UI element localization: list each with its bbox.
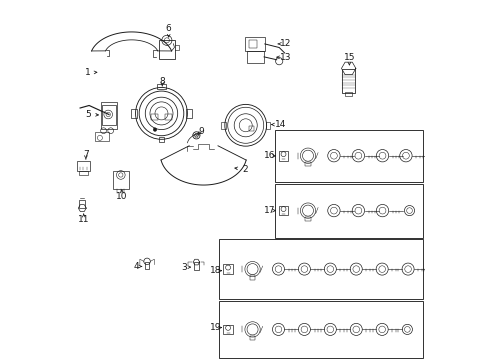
- Text: 1: 1: [85, 68, 91, 77]
- Bar: [221, 122, 226, 129]
- Bar: [279, 206, 288, 216]
- Bar: [249, 40, 257, 48]
- Bar: [101, 102, 117, 129]
- Bar: [219, 239, 423, 299]
- Bar: [274, 130, 423, 182]
- Bar: [245, 37, 265, 51]
- Bar: [79, 200, 85, 208]
- Bar: [279, 151, 288, 161]
- Bar: [159, 40, 175, 59]
- Bar: [165, 114, 172, 120]
- Bar: [274, 184, 423, 238]
- Bar: [223, 324, 233, 334]
- Text: 19: 19: [210, 323, 221, 332]
- Text: 11: 11: [78, 215, 90, 224]
- Bar: [151, 114, 158, 120]
- Text: 18: 18: [210, 266, 221, 275]
- Text: 2: 2: [242, 165, 248, 174]
- Bar: [305, 217, 311, 221]
- Bar: [131, 109, 137, 118]
- Text: 8: 8: [159, 77, 165, 86]
- Bar: [159, 137, 164, 142]
- Bar: [247, 51, 264, 63]
- Text: 17: 17: [264, 206, 275, 215]
- Bar: [250, 275, 255, 280]
- Bar: [342, 69, 355, 93]
- Circle shape: [153, 128, 157, 131]
- Text: 10: 10: [116, 192, 127, 201]
- Bar: [186, 109, 192, 118]
- Text: 16: 16: [264, 152, 275, 161]
- Text: 7: 7: [83, 150, 89, 159]
- Bar: [266, 122, 270, 129]
- Text: 12: 12: [280, 40, 291, 49]
- Bar: [219, 301, 423, 358]
- Text: 4: 4: [133, 262, 139, 271]
- Bar: [157, 84, 166, 89]
- Bar: [305, 162, 311, 166]
- Text: 14: 14: [274, 120, 286, 129]
- Bar: [102, 105, 116, 125]
- Bar: [145, 262, 149, 269]
- Bar: [223, 264, 233, 274]
- Bar: [95, 132, 109, 141]
- Text: 6: 6: [166, 24, 171, 33]
- Text: 13: 13: [280, 53, 291, 62]
- Bar: [194, 262, 198, 270]
- Bar: [250, 336, 255, 340]
- Text: 9: 9: [198, 127, 204, 136]
- Bar: [248, 126, 254, 131]
- Text: 5: 5: [85, 110, 91, 119]
- Text: 15: 15: [343, 53, 355, 62]
- Text: 3: 3: [181, 263, 187, 272]
- Bar: [77, 161, 90, 171]
- Bar: [345, 92, 352, 96]
- Bar: [79, 171, 88, 175]
- Bar: [113, 171, 129, 189]
